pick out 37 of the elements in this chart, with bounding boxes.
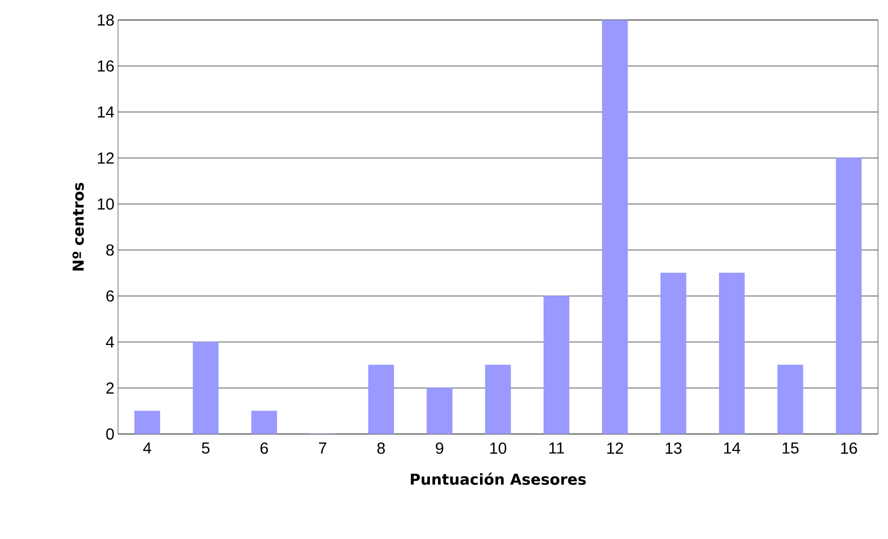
x-tick-label: 14 [724, 442, 740, 454]
bar [836, 158, 862, 434]
y-tick-label: 16 [98, 60, 114, 72]
x-tick-label: 9 [436, 442, 444, 454]
bar [660, 272, 686, 434]
x-tick-label: 15 [782, 442, 799, 454]
x-tick-label: 7 [319, 442, 326, 454]
bar [485, 364, 511, 434]
y-tick-label: 18 [98, 14, 114, 26]
bar [368, 364, 394, 434]
y-tick-label: 12 [98, 152, 114, 164]
x-tick-label: 6 [260, 442, 268, 454]
bar [426, 388, 452, 434]
x-tick-label: 16 [841, 442, 857, 454]
y-tick-label: 2 [106, 382, 114, 394]
x-tick-label: 12 [607, 442, 624, 454]
bar [251, 410, 278, 434]
bar [134, 410, 160, 434]
x-axis-title: Puntuación Asesores [410, 472, 586, 485]
y-axis-title: Nº centros [72, 182, 84, 271]
x-tick-label: 8 [377, 442, 385, 454]
y-tick-label: 4 [106, 336, 114, 348]
x-tick-label: 4 [143, 442, 152, 454]
bar [192, 342, 219, 434]
x-tick-label: 11 [549, 442, 564, 454]
bar [777, 364, 804, 434]
y-tick-label: 14 [98, 106, 114, 118]
y-tick-label: 6 [106, 290, 114, 302]
y-tick-label: 0 [106, 428, 114, 440]
bar [718, 272, 745, 434]
bar [602, 20, 628, 434]
x-tick-label: 13 [666, 442, 682, 454]
x-tick-label: 10 [490, 442, 506, 454]
x-tick-label: 5 [202, 442, 210, 454]
y-tick-label: 10 [98, 198, 114, 210]
bar [544, 296, 570, 434]
y-tick-label: 8 [106, 244, 114, 256]
